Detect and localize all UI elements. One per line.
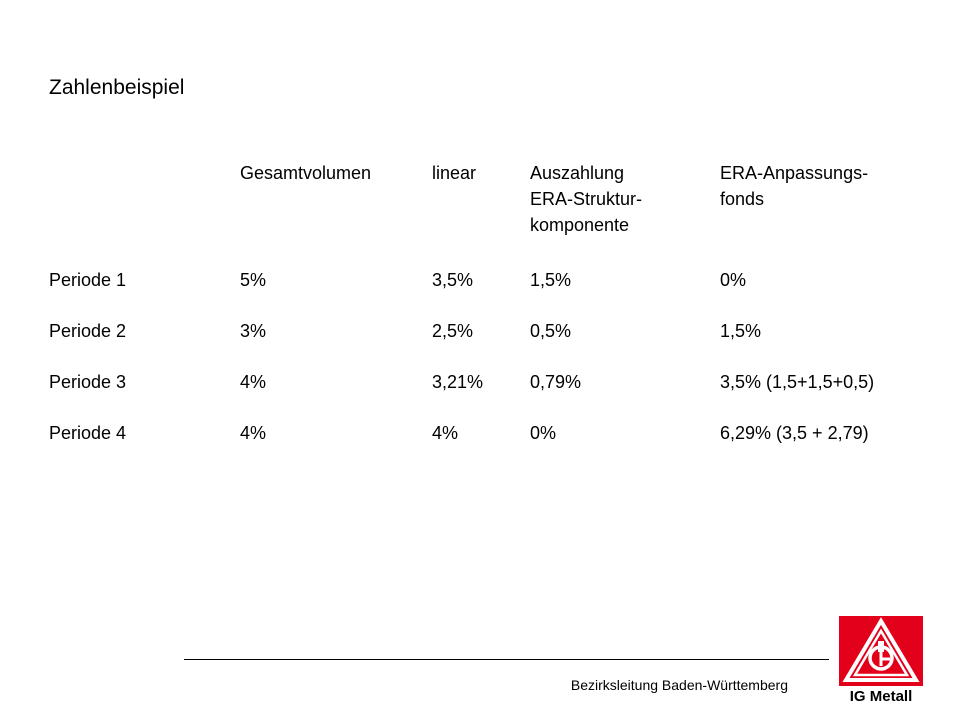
cell-auszahlung: 0,79% (530, 372, 582, 392)
header-anpassungsfonds: ERA-Anpassungs- fonds (720, 163, 869, 209)
cell-auszahlung: 1,5% (530, 270, 572, 290)
header-gesamtvolumen: Gesamtvolumen (240, 163, 372, 183)
cell-anpassungsfonds: 0% (720, 270, 747, 290)
slide-title: Zahlenbeispiel (49, 76, 185, 99)
cell-gesamtvolumen: 3% (240, 321, 267, 341)
cell-linear: 4% (432, 423, 459, 443)
cell-gesamtvolumen: 5% (240, 270, 267, 290)
cell-linear: 3,21% (432, 372, 484, 392)
cell-gesamtvolumen: 4% (240, 423, 267, 443)
cell-gesamtvolumen: 4% (240, 372, 267, 392)
cell-anpassungsfonds: 1,5% (720, 321, 762, 341)
cell-linear: 3,5% (432, 270, 474, 290)
row-label: Periode 4 (49, 423, 127, 443)
ig-metall-logo: IG Metall (839, 616, 923, 705)
row-label: Periode 1 (49, 270, 127, 290)
footer-text: Bezirksleitung Baden-Württemberg (570, 677, 788, 693)
cell-auszahlung: 0,5% (530, 321, 572, 341)
ig-metall-logo-icon: IG Metall (839, 616, 923, 705)
row-label: Periode 3 (49, 372, 127, 392)
cell-anpassungsfonds: 3,5% (1,5+1,5+0,5) (720, 372, 875, 392)
cell-anpassungsfonds: 6,29% (3,5 + 2,79) (720, 423, 869, 443)
header-auszahlung: Auszahlung ERA-Struktur- komponente (530, 163, 643, 235)
row-label: Periode 2 (49, 321, 127, 341)
header-linear: linear (432, 163, 477, 183)
cell-linear: 2,5% (432, 321, 474, 341)
svg-text:IG Metall: IG Metall (850, 688, 913, 704)
footer-divider (184, 659, 829, 660)
cell-auszahlung: 0% (530, 423, 557, 443)
